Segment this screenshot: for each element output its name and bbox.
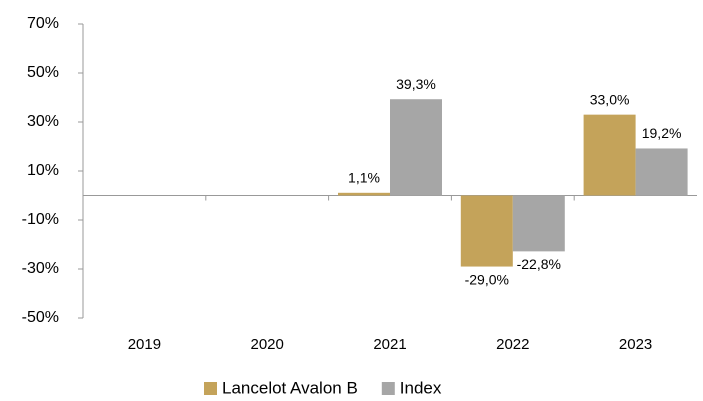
bar: [512, 195, 565, 252]
legend-swatch: [204, 382, 217, 395]
y-tick-label: 50%: [27, 64, 59, 81]
legend-label: Index: [400, 378, 442, 397]
legend-swatch: [381, 382, 395, 395]
y-tick-label: -10%: [22, 211, 59, 228]
x-tick-label: 2019: [128, 336, 161, 353]
x-tick-label: 2022: [496, 336, 529, 353]
y-tick-label: 70%: [27, 15, 59, 32]
x-tick-label: 2021: [373, 336, 406, 353]
x-tick-label: 2020: [251, 336, 284, 353]
data-label: 39,3%: [396, 76, 436, 92]
bar: [390, 99, 442, 196]
data-label: 19,2%: [642, 125, 682, 141]
y-tick-label: -30%: [22, 260, 59, 277]
y-tick-label: 30%: [27, 113, 59, 130]
y-tick-label: -50%: [22, 309, 59, 326]
bar: [635, 148, 688, 196]
data-label: 1,1%: [348, 170, 380, 186]
x-tick-label: 2023: [619, 336, 652, 353]
bar: [460, 195, 513, 267]
data-label: -29,0%: [465, 271, 509, 287]
data-label: 33,0%: [590, 91, 630, 107]
legend-label: Lancelot Avalon B: [222, 378, 358, 397]
bar: [338, 192, 390, 196]
y-tick-label: 10%: [27, 162, 59, 179]
bar: [583, 114, 636, 196]
data-label: -22,8%: [517, 256, 561, 272]
